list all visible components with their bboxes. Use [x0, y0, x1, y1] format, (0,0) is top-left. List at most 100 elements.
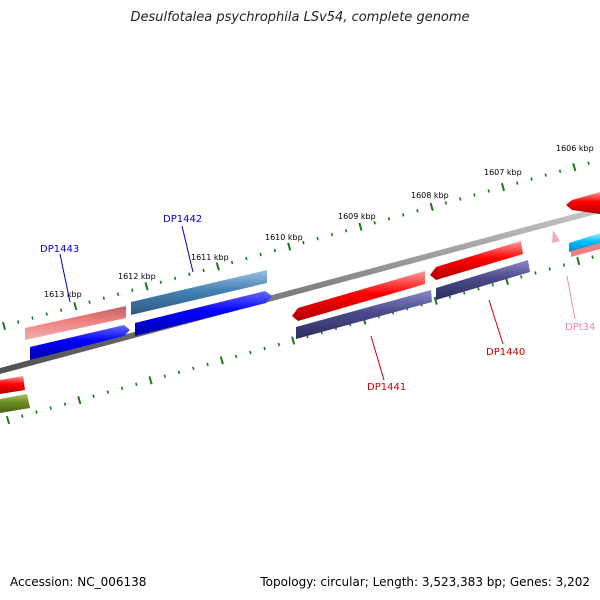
outer-track-major-tick: [358, 222, 363, 231]
genome-summary-text: Topology: circular; Length: 3,523,383 bp…: [260, 575, 590, 589]
gene-blue-left-feature[interactable]: [30, 325, 130, 360]
leader-dp1442: [181, 225, 194, 273]
inner-track-minor-tick: [463, 291, 466, 295]
inner-track-minor-tick: [548, 267, 551, 271]
inner-track-minor-tick: [120, 386, 124, 391]
inner-track-minor-tick: [35, 410, 38, 414]
leader-dp1440: [488, 299, 504, 345]
leader-dp1443: [59, 253, 71, 303]
gene-dpt34-feature[interactable]: [569, 233, 600, 252]
inner-track-minor-tick: [234, 354, 238, 359]
outer-track-major-tick: [572, 163, 577, 172]
outer-track-minor-tick: [558, 169, 562, 173]
tick-label-1608: 1608 kbp: [411, 191, 449, 200]
outer-track-minor-tick: [102, 296, 105, 300]
gene-dp1443-feature[interactable]: [25, 306, 126, 340]
outer-track-minor-tick: [487, 189, 490, 193]
gene-left-edge-red[interactable]: [0, 376, 25, 394]
outer-track-minor-tick: [330, 232, 334, 237]
inner-track-minor-tick: [92, 394, 95, 398]
outer-track-minor-tick: [273, 248, 277, 253]
outer-track-major-tick: [429, 202, 434, 211]
inner-track-major-tick: [77, 396, 82, 405]
gene-label-dpt34[interactable]: DPt34: [565, 322, 595, 333]
tick-label-1612: 1612 kbp: [118, 272, 156, 281]
inner-track-minor-tick: [477, 287, 480, 291]
gene-track-outer-upper: [25, 192, 600, 340]
gene-dp1441-feature-reverse[interactable]: [296, 290, 432, 339]
gene-label-dp1440[interactable]: DP1440: [486, 347, 525, 358]
outer-track-major-tick: [215, 262, 220, 271]
inner-track-major-tick: [433, 296, 438, 305]
accession-text: Accession: NC_006138: [10, 575, 147, 589]
inner-track-minor-tick: [135, 382, 138, 386]
gene-label-dp1441[interactable]: DP1441: [367, 382, 406, 393]
outer-track-minor-tick: [31, 316, 34, 320]
outer-track-minor-tick: [587, 161, 590, 165]
inner-track-minor-tick: [591, 255, 594, 259]
tick-label-1607: 1607 kbp: [484, 168, 522, 177]
genome-backbone: [0, 207, 600, 374]
outer-track-minor-tick: [59, 308, 63, 312]
gene-forward-right-edge[interactable]: [566, 192, 600, 214]
inner-track-major-tick: [291, 336, 296, 345]
tick-label-1613: 1613 kbp: [44, 290, 82, 299]
inner-track-minor-tick: [206, 362, 209, 367]
gene-blue-mid-feature[interactable]: [135, 291, 272, 336]
tick-label-1610: 1610 kbp: [265, 233, 303, 242]
leader-dp1441: [370, 335, 385, 381]
outer-track-minor-tick: [188, 272, 191, 277]
outer-track-minor-tick: [516, 181, 519, 185]
outer-track-minor-tick: [302, 240, 305, 245]
outer-track-minor-tick: [17, 320, 20, 324]
inner-track-minor-tick: [192, 366, 195, 371]
outer-track-minor-tick: [259, 252, 262, 257]
gene-left-edge-olive[interactable]: [0, 394, 30, 413]
outer-track-major-tick: [73, 302, 78, 311]
gene-dp1441-feature-forward[interactable]: [292, 271, 425, 321]
inner-track-major-tick: [5, 415, 11, 425]
gene-dp1440-feature-reverse[interactable]: [436, 260, 530, 300]
outer-track-minor-tick: [159, 280, 163, 285]
outer-track-minor-tick: [316, 236, 319, 241]
outer-track-minor-tick: [202, 268, 205, 273]
outer-track-minor-tick: [344, 228, 348, 233]
inner-track-minor-tick: [277, 342, 281, 347]
outer-track-minor-tick: [444, 201, 448, 205]
tick-label-1609: 1609 kbp: [338, 212, 376, 221]
outer-track-minor-tick: [116, 292, 120, 297]
gene-label-dp1442[interactable]: DP1442: [163, 214, 202, 225]
leader-dpt34: [566, 275, 576, 320]
outer-track-minor-tick: [402, 213, 405, 217]
tick-label-1611: 1611 kbp: [191, 253, 229, 262]
inner-track-minor-tick: [534, 271, 537, 275]
outer-track-minor-tick: [245, 256, 248, 261]
outer-track-major-tick: [144, 282, 149, 291]
inner-track-minor-tick: [21, 414, 24, 418]
gene-track-left-edge: [0, 376, 30, 413]
outer-track-minor-tick: [416, 209, 419, 213]
inner-track-minor-tick: [249, 350, 252, 355]
inner-track-major-tick: [148, 376, 153, 385]
outer-track-minor-tick: [88, 300, 91, 304]
gene-dp1440-feature-forward[interactable]: [430, 241, 523, 280]
inner-track-minor-tick: [562, 263, 566, 267]
inner-track-minor-tick: [49, 406, 52, 410]
tick-track-outer: [1, 161, 590, 331]
gene-dpt34-lower-band: [571, 243, 600, 257]
outer-track-minor-tick: [544, 173, 547, 177]
outer-track-minor-tick: [373, 221, 376, 225]
gene-dpt34-marker-icon: [552, 230, 560, 243]
outer-track-minor-tick: [230, 260, 234, 265]
inner-track-minor-tick: [520, 275, 523, 279]
outer-track-major-tick: [1, 321, 7, 331]
gene-label-dp1443[interactable]: DP1443: [40, 244, 79, 255]
outer-track-minor-tick: [459, 197, 462, 201]
gene-dp1442-feature[interactable]: [131, 270, 267, 315]
outer-track-minor-tick: [131, 288, 134, 292]
inner-track-minor-tick: [263, 346, 266, 351]
inner-track-minor-tick: [106, 390, 109, 394]
tick-label-1606: 1606 kbp: [556, 144, 594, 153]
